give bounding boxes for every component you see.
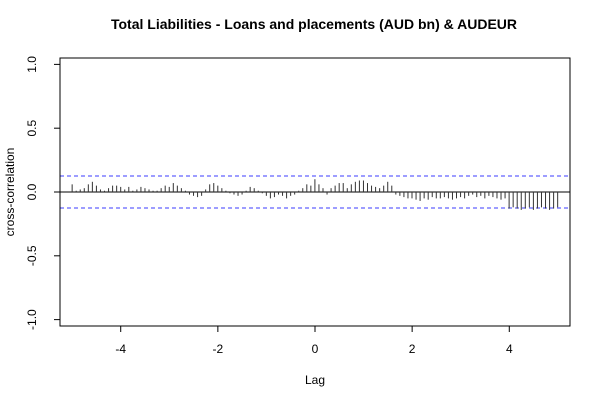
x-tick-label: 4 [506, 342, 513, 356]
y-tick-label: 0.0 [25, 183, 39, 200]
x-tick-label: 2 [409, 342, 416, 356]
y-tick-label: 0.5 [25, 120, 39, 137]
y-tick-label: -1.0 [25, 309, 39, 330]
x-axis-label: Lag [305, 373, 325, 387]
chart-title: Total Liabilities - Loans and placements… [111, 16, 517, 32]
y-tick-label: 1.0 [25, 56, 39, 73]
chart-axes: -4 -2 0 2 4 -1.0 -0.5 0.0 0.5 1.0 [25, 56, 513, 356]
y-tick-label: -0.5 [25, 245, 39, 266]
x-tick-label: 0 [312, 342, 319, 356]
x-tick-label: -2 [213, 342, 224, 356]
y-axis-label: cross-correlation [3, 148, 17, 237]
x-tick-label: -4 [115, 342, 126, 356]
chart-marks [60, 175, 570, 210]
